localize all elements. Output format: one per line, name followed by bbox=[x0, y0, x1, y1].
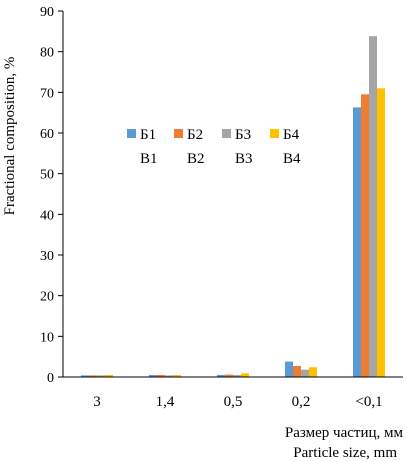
y-tick-label: 0 bbox=[47, 371, 54, 386]
bar bbox=[89, 375, 97, 377]
bar bbox=[233, 374, 241, 377]
y-ticks-group: 0 10 20 30 40 50 60 70 80 90 bbox=[40, 5, 63, 386]
legend-label-line1: Б3 bbox=[235, 127, 251, 143]
bar bbox=[105, 374, 113, 377]
y-tick-label: 90 bbox=[40, 5, 54, 20]
x-axis-title-line2: Particle size, mm bbox=[293, 445, 397, 461]
legend-label-line2: B4 bbox=[283, 151, 301, 167]
y-tick-label: 30 bbox=[40, 249, 54, 264]
bars-group bbox=[81, 36, 385, 378]
x-tick-label: <0,1 bbox=[355, 394, 382, 410]
x-tick-label: 0,5 bbox=[224, 394, 243, 410]
x-tick-label: 0,2 bbox=[292, 394, 311, 410]
x-tick-label: 1,4 bbox=[156, 394, 175, 410]
y-tick-label: 10 bbox=[40, 330, 54, 345]
bar bbox=[293, 366, 301, 377]
bar bbox=[241, 373, 249, 377]
bar bbox=[301, 369, 309, 377]
y-tick-label: 20 bbox=[40, 290, 54, 305]
legend-label-line2: B1 bbox=[140, 151, 158, 167]
y-tick-label: 80 bbox=[40, 46, 54, 61]
y-tick-label: 40 bbox=[40, 208, 54, 223]
bar bbox=[165, 375, 173, 377]
bar bbox=[369, 36, 377, 378]
y-axis-title: Fractional composition, % bbox=[2, 57, 18, 216]
legend-label-line2: B2 bbox=[187, 151, 205, 167]
x-ticks-group: 3 1,4 0,5 0,2 <0,1 bbox=[93, 394, 382, 410]
y-tick-label: 60 bbox=[40, 127, 54, 142]
legend: Б1 B1 Б2 B2 Б3 B3 Б4 B4 bbox=[127, 127, 301, 167]
legend-label-line2: B3 bbox=[235, 151, 253, 167]
legend-swatch bbox=[222, 129, 231, 138]
x-axis-title-line1: Размер частиц, мм bbox=[285, 425, 404, 441]
bar bbox=[149, 374, 157, 377]
legend-label-line1: Б2 bbox=[187, 127, 203, 143]
y-tick-label: 50 bbox=[40, 168, 54, 183]
bar bbox=[157, 374, 165, 377]
legend-swatch bbox=[174, 129, 183, 138]
legend-label-line1: Б1 bbox=[140, 127, 156, 143]
bar bbox=[81, 375, 89, 377]
legend-swatch bbox=[270, 129, 279, 138]
bar bbox=[309, 367, 317, 377]
x-tick-label: 3 bbox=[93, 394, 101, 410]
bar bbox=[225, 374, 233, 377]
bar bbox=[97, 375, 105, 377]
legend-label-line1: Б4 bbox=[283, 127, 300, 143]
bar bbox=[361, 94, 369, 377]
y-tick-label: 70 bbox=[40, 86, 54, 101]
bar bbox=[217, 374, 225, 377]
bar bbox=[353, 107, 361, 377]
bar bbox=[173, 374, 181, 377]
legend-swatch bbox=[127, 129, 136, 138]
bar bbox=[285, 361, 293, 377]
bar bbox=[377, 88, 385, 378]
